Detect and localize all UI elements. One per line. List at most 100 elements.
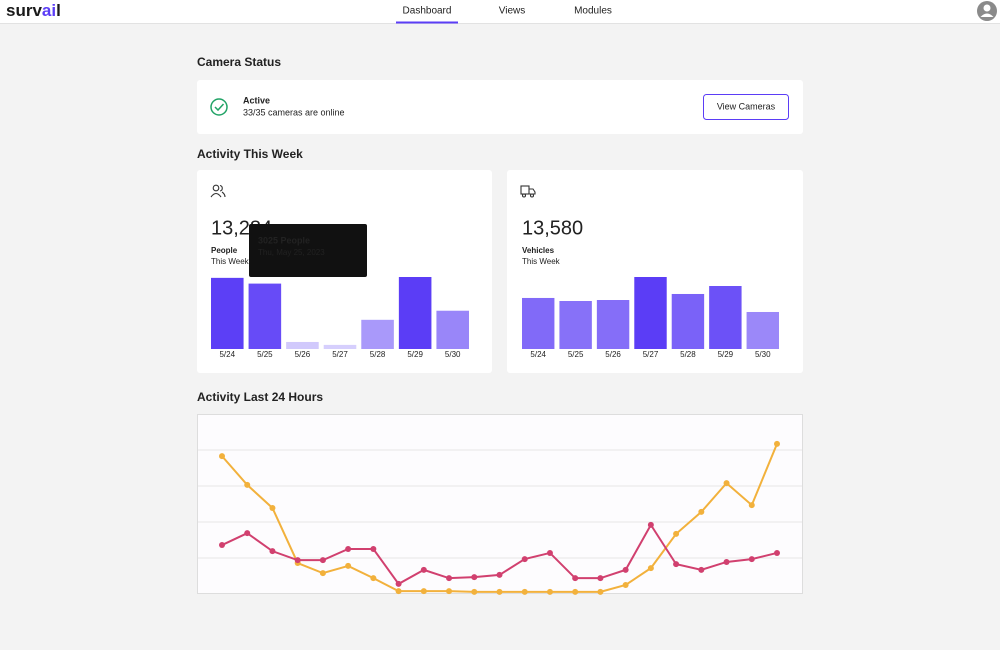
data-point: [748, 556, 755, 563]
button-label: View Cameras: [717, 101, 776, 111]
data-point: [698, 508, 705, 515]
data-point: [572, 588, 579, 595]
data-point: [219, 542, 225, 549]
metric-label: People: [211, 246, 238, 255]
metric-sublabel: This Week: [522, 257, 561, 266]
x-tick-label: 5/28: [370, 350, 386, 359]
data-point: [319, 557, 326, 564]
bar: [746, 311, 779, 349]
x-tick-label: 5/30: [445, 350, 461, 359]
data-point: [496, 571, 503, 578]
x-tick-label: 5/29: [718, 350, 734, 359]
data-point: [496, 588, 503, 595]
bar: [286, 341, 319, 349]
data-point: [471, 574, 478, 581]
data-point: [269, 548, 276, 555]
x-tick-label: 5/24: [219, 350, 235, 359]
data-point: [546, 549, 553, 556]
data-point: [244, 481, 251, 488]
data-point: [370, 546, 377, 552]
bar: [323, 344, 357, 349]
bar: [522, 297, 555, 349]
top-bar: [0, 0, 1000, 23]
data-point: [622, 566, 629, 573]
data-point: [774, 549, 780, 556]
overlay-layer: 3025 People Thu, May 25, 2023: [249, 224, 367, 277]
data-point: [673, 530, 680, 537]
bar: [709, 286, 742, 349]
data-point: [395, 588, 402, 595]
data-point: [774, 440, 780, 447]
metric-label: Vehicles: [522, 246, 555, 255]
status-detail: 33/35 cameras are online: [243, 107, 345, 117]
data-point: [723, 480, 730, 487]
data-point: [395, 580, 402, 587]
data-point: [269, 504, 276, 511]
active-tab-underline: [396, 21, 458, 24]
data-point: [698, 566, 705, 573]
data-point: [471, 588, 478, 595]
avatar-body: [980, 13, 994, 17]
data-point: [244, 530, 251, 537]
logo-part: l: [56, 1, 61, 20]
bar: [361, 319, 394, 349]
bar: [211, 277, 244, 349]
avatar-head: [983, 4, 991, 12]
view-cameras-button[interactable]: View Cameras: [703, 94, 789, 120]
data-point: [345, 562, 352, 569]
logo-part: surv: [6, 1, 42, 20]
data-point: [521, 556, 528, 563]
bar: [248, 283, 282, 349]
data-point: [219, 453, 225, 460]
status-card: [197, 80, 803, 134]
truck-icon: [520, 185, 536, 198]
data-point: [748, 502, 755, 509]
data-point: [345, 546, 352, 552]
metric-sublabel: This Week: [211, 257, 250, 266]
data-point: [597, 588, 604, 595]
bar: [398, 277, 432, 349]
data-point: [673, 561, 680, 568]
avatar[interactable]: [977, 1, 997, 21]
total-value: 13,580: [522, 217, 583, 239]
data-point: [647, 565, 654, 572]
bar: [436, 310, 469, 349]
x-tick-label: 5/27: [332, 350, 348, 359]
nav-tab[interactable]: Modules: [574, 6, 612, 17]
x-tick-label: 5/24: [530, 350, 546, 359]
data-point: [723, 558, 730, 565]
x-tick-label: 5/29: [407, 350, 423, 359]
logo-part: ai: [42, 1, 56, 20]
bar: [671, 293, 705, 349]
x-tick-label: 5/27: [643, 350, 659, 359]
data-point: [597, 575, 604, 582]
nav-tab[interactable]: Dashboard: [403, 6, 452, 17]
check-mark: [214, 103, 225, 112]
button-frame: [703, 94, 789, 120]
bar: [634, 277, 667, 349]
section-heading: Activity Last 24 Hours: [197, 390, 323, 404]
x-tick-label: 5/30: [755, 350, 771, 359]
data-point: [622, 582, 629, 588]
tooltip: 3025 People Thu, May 25, 2023: [249, 224, 367, 277]
people-icon: [210, 184, 226, 198]
data-point: [521, 588, 528, 595]
x-tick-label: 5/25: [257, 350, 273, 359]
data-point: [319, 570, 326, 577]
check-icon: [210, 98, 228, 116]
status-title: Active: [243, 95, 270, 105]
tooltip-date: Thu, May 25, 2023: [258, 248, 325, 257]
nav-tab[interactable]: Views: [499, 6, 526, 17]
data-point: [647, 521, 654, 528]
data-point: [294, 557, 301, 564]
logo[interactable]: survail: [6, 1, 61, 20]
x-tick-label: 5/26: [295, 350, 311, 359]
tooltip-title: 3025 People: [258, 235, 310, 245]
bar: [559, 301, 592, 349]
x-tick-label: 5/26: [605, 350, 621, 359]
data-point: [370, 575, 377, 582]
bar: [596, 300, 630, 349]
x-tick-label: 5/28: [680, 350, 696, 359]
